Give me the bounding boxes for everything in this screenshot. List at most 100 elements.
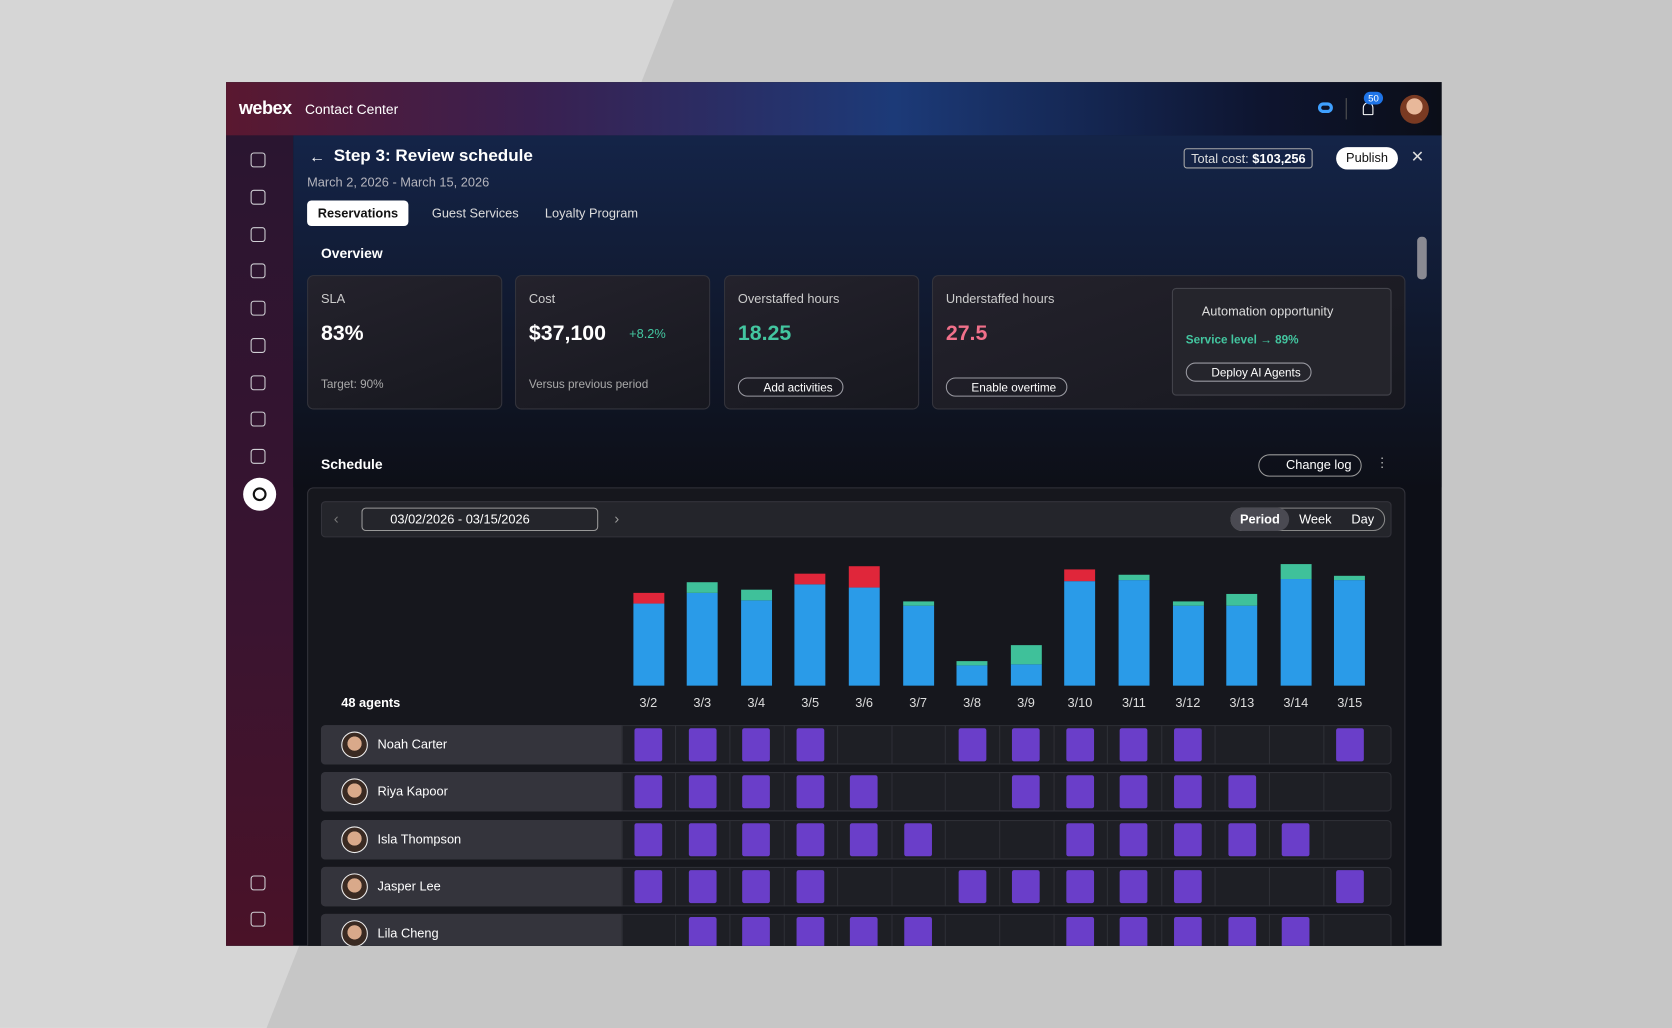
nav-icon[interactable] [250, 875, 266, 891]
day-cell [1322, 819, 1377, 860]
date-picker[interactable]: 03/02/2026 - 03/15/2026 [361, 507, 599, 532]
day-cell [1053, 772, 1107, 812]
day-cell [837, 914, 891, 946]
nav-icon[interactable] [250, 152, 266, 168]
date-range: March 2, 2026 - March 15, 2026 [307, 174, 490, 190]
view-option[interactable]: Day [1351, 511, 1375, 527]
day-cell [891, 725, 945, 765]
bar-segment [902, 601, 934, 606]
day-cell [837, 772, 891, 812]
agent-avatar [341, 873, 368, 900]
agent-name: Lila Cheng [377, 925, 439, 941]
shift-block [634, 870, 663, 904]
day-cell [1160, 772, 1215, 812]
card-label: Overstaffed hours [737, 291, 840, 307]
shift-block [1227, 917, 1256, 946]
shift-block [742, 775, 771, 809]
day-cell [837, 725, 891, 765]
day-cell [1106, 725, 1161, 765]
shift-block [634, 775, 663, 809]
card-action[interactable]: Enable overtime [945, 377, 1067, 397]
shift-block [1335, 870, 1364, 904]
agent-cell [320, 914, 622, 946]
nav-icon[interactable] [250, 911, 266, 927]
bar-segment [1226, 605, 1258, 686]
back-arrow[interactable]: ← [309, 148, 326, 167]
day-cell [621, 866, 675, 907]
total-cost-label: Total cost: [1191, 151, 1253, 167]
close-button[interactable]: ✕ [1410, 148, 1425, 167]
day-cell [1268, 772, 1323, 812]
x-tick-label: 3/12 [1175, 695, 1201, 711]
shift-block [1227, 775, 1256, 809]
day-cell [675, 725, 729, 765]
nav-icon[interactable] [250, 227, 266, 243]
shift-block [688, 775, 717, 809]
day-cell [1214, 914, 1269, 946]
next-button[interactable]: › [614, 509, 620, 527]
x-tick-label: 3/13 [1229, 695, 1255, 711]
shift-block [742, 870, 771, 904]
more-button[interactable]: ⋮ [1375, 455, 1389, 471]
nav-icon[interactable] [250, 448, 266, 464]
nav-active-icon [252, 487, 267, 502]
shift-block [1066, 822, 1094, 856]
bar-segment [686, 582, 718, 593]
shift-block [904, 917, 932, 946]
day-cell [999, 819, 1053, 860]
agent-name: Isla Thompson [377, 831, 462, 847]
view-option[interactable]: Week [1299, 511, 1332, 527]
card-action[interactable]: Add activities [737, 377, 844, 397]
tab[interactable]: Reservations [307, 200, 409, 227]
view-option[interactable]: Period [1230, 507, 1290, 532]
nav-icon[interactable] [250, 189, 266, 205]
day-cell [621, 914, 675, 946]
card-label: Cost [528, 291, 556, 307]
day-cell [729, 772, 783, 812]
card-label: SLA [320, 291, 346, 307]
change-log-button[interactable]: Change log [1258, 454, 1363, 477]
day-cell [1053, 725, 1107, 765]
shift-block [1066, 870, 1094, 904]
day-cell [1268, 866, 1323, 907]
bar-segment [740, 600, 772, 686]
bar-segment [1334, 580, 1366, 686]
shift-block [796, 870, 825, 904]
bar-segment [740, 589, 772, 601]
automation-action[interactable]: Deploy AI Agents [1185, 362, 1312, 382]
nav-icon[interactable] [250, 263, 266, 279]
tab[interactable]: Loyalty Program [544, 205, 639, 221]
day-cell [729, 725, 783, 765]
nav-icon[interactable] [250, 411, 266, 427]
day-cell [1106, 772, 1161, 812]
day-cell [1160, 866, 1215, 907]
nav-icon[interactable] [250, 300, 266, 316]
shift-block [1227, 822, 1256, 856]
day-cell [729, 866, 783, 907]
shift-block [634, 822, 663, 856]
x-tick-label: 3/2 [639, 695, 658, 711]
publish-button[interactable]: Publish [1336, 147, 1398, 170]
bar-segment [848, 587, 880, 686]
bar-segment [1226, 593, 1258, 606]
webex-icon [1317, 102, 1333, 114]
shift-block [742, 822, 771, 856]
shift-block [796, 822, 825, 856]
nav-icon[interactable] [250, 338, 266, 353]
shift-block [1174, 728, 1202, 762]
x-tick-label: 3/10 [1067, 695, 1093, 711]
day-cell [945, 819, 999, 860]
shift-block [742, 728, 771, 762]
tab[interactable]: Guest Services [431, 205, 519, 221]
shift-block [1120, 917, 1148, 946]
nav-icon[interactable] [250, 375, 266, 391]
agent-avatar [341, 825, 368, 853]
shift-block [1335, 728, 1364, 762]
card-value: 27.5 [945, 322, 988, 346]
x-tick-label: 3/6 [855, 695, 874, 711]
prev-button[interactable]: ‹ [333, 509, 339, 527]
shift-block [958, 728, 986, 762]
day-cell [1322, 866, 1377, 907]
day-cell [729, 914, 783, 946]
